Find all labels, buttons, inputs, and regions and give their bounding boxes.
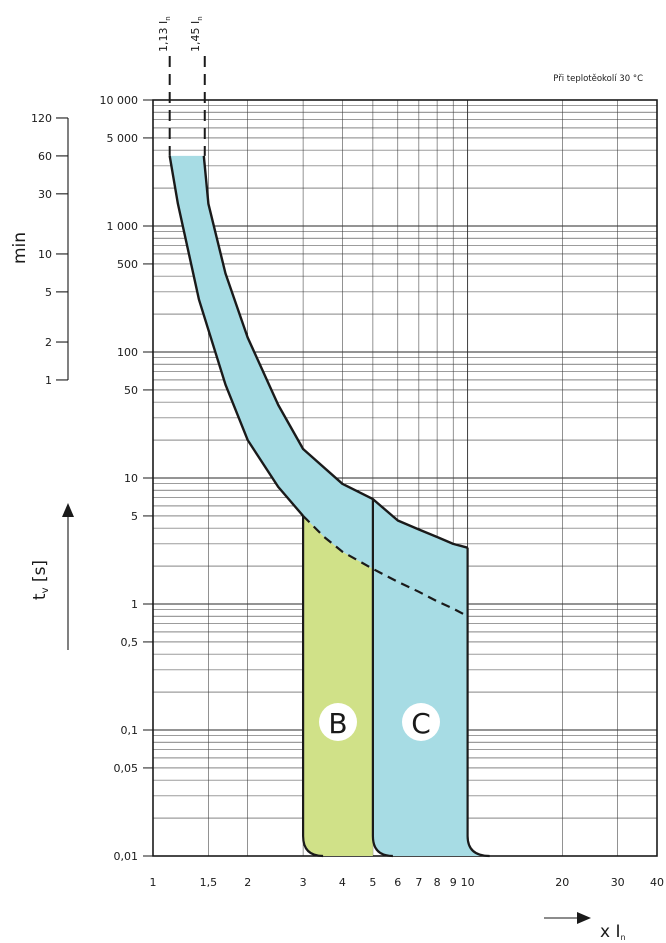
y-tick-label: 10 000 [100,94,139,107]
svg-text:1,45 In: 1,45 In [189,16,204,52]
svg-text:1,13 In: 1,13 In [157,16,172,52]
x-tick-label: 5 [369,876,376,889]
y-axis-label: tv [s] [30,560,51,600]
region-b-badge [319,703,357,741]
min-tick-label: 30 [38,188,52,201]
y-tick-label: 500 [117,258,138,271]
min-tick-label: 60 [38,150,52,163]
region-c-right-outline [466,547,490,858]
marker-1-45-label: 1,45 In [189,16,204,52]
y-tick-label: 1 000 [107,220,139,233]
y-tick-label: 0,1 [121,724,139,737]
region-b-fill [303,515,373,856]
y-tick-label: 0,5 [121,636,139,649]
curve-lines [168,56,490,858]
x-tick-label: 10 [461,876,475,889]
svg-text:tv [s]: tv [s] [30,560,51,600]
x-tick-label: 3 [300,876,307,889]
x-tick-label: 2 [244,876,251,889]
x-tick-label: 20 [555,876,569,889]
svg-text:min: min [10,232,30,264]
dashed-curve [302,515,469,618]
region-b-outline [302,515,324,858]
min-tick-label: 1 [45,374,52,387]
region-c-fill [372,499,490,856]
y-tick-label: 0,05 [114,762,139,775]
x-tick-label: 1 [150,876,157,889]
x-axis-label: x In [600,922,626,942]
x-tick-label: 1,5 [200,876,218,889]
band-fill [169,155,373,569]
lower-curve [168,155,305,517]
tick-labels: 1 1,5 2 3 4 5 6 7 8 9 10 20 30 40 0,01 0,05 0,1 0,5 1 5 10 50… [31,94,664,889]
y-tick-label: 1 [131,598,138,611]
min-tick-label: 120 [31,112,52,125]
x-tick-label: 8 [434,876,441,889]
y-tick-label: 10 [124,472,138,485]
x-tick-label: 30 [611,876,625,889]
temperature-note: Při teplotěokolí 30 °C [553,74,643,84]
y-tick-label: 0,01 [114,850,139,863]
y-tick-label: 100 [117,346,138,359]
x-tick-label: 4 [339,876,346,889]
min-axis-label: min [10,232,30,264]
region-c-badge [402,703,440,741]
region-b-label: B [328,707,347,740]
x-tick-label: 40 [650,876,664,889]
min-tick-label: 5 [45,286,52,299]
upper-curve [202,155,468,549]
min-tick-label: 10 [38,248,52,261]
y-tick-label: 50 [124,384,138,397]
curve-fills [169,155,490,856]
x-tick-label: 7 [415,876,422,889]
region-c-left-outline [371,499,393,858]
y-axis-arrow-head [62,503,74,517]
x-axis-arrow-head [577,912,591,924]
y-tick-label: 5 000 [107,132,139,145]
x-tick-label: 6 [394,876,401,889]
min-tick-label: 2 [45,336,52,349]
region-c-label: C [411,707,431,740]
y-tick-label: 5 [131,510,138,523]
x-tick-label: 9 [450,876,457,889]
marker-1-13-label: 1,13 In [157,16,172,52]
